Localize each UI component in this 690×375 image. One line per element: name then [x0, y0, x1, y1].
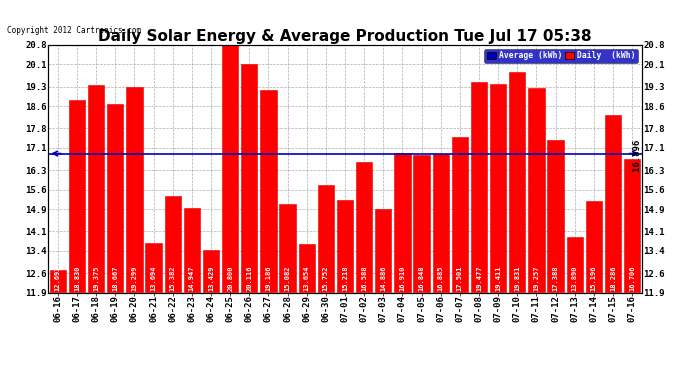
- Text: 12.693: 12.693: [55, 266, 61, 291]
- Bar: [433, 154, 449, 292]
- Bar: [107, 104, 124, 292]
- Text: 14.886: 14.886: [380, 266, 386, 291]
- Text: 19.477: 19.477: [476, 266, 482, 291]
- Bar: [547, 140, 564, 292]
- Text: 13.654: 13.654: [304, 266, 310, 291]
- Bar: [566, 237, 583, 292]
- Text: 17.501: 17.501: [457, 266, 463, 291]
- Text: 18.286: 18.286: [610, 266, 616, 291]
- Text: 16.910: 16.910: [400, 266, 406, 291]
- Text: 16.588: 16.588: [361, 266, 367, 291]
- Bar: [452, 137, 468, 292]
- Text: 16.896: 16.896: [633, 135, 642, 172]
- Bar: [146, 243, 161, 292]
- Text: 16.706: 16.706: [629, 266, 635, 291]
- Text: 16.885: 16.885: [437, 266, 444, 291]
- Text: 20.116: 20.116: [246, 266, 253, 291]
- Bar: [413, 155, 430, 292]
- Text: 15.382: 15.382: [170, 266, 176, 291]
- Text: 19.375: 19.375: [93, 266, 99, 291]
- Bar: [586, 201, 602, 292]
- Bar: [299, 244, 315, 292]
- Bar: [203, 250, 219, 292]
- Text: 19.186: 19.186: [266, 266, 271, 291]
- Text: 16.848: 16.848: [419, 266, 424, 291]
- Bar: [605, 115, 621, 292]
- Text: Copyright 2012 Cartronics.com: Copyright 2012 Cartronics.com: [7, 26, 141, 35]
- Text: 19.411: 19.411: [495, 266, 501, 291]
- Text: 17.388: 17.388: [553, 266, 559, 291]
- Text: 19.831: 19.831: [514, 266, 520, 291]
- Bar: [317, 185, 334, 292]
- Text: 15.218: 15.218: [342, 266, 348, 291]
- Text: 18.667: 18.667: [112, 266, 118, 291]
- Bar: [69, 100, 85, 292]
- Text: 15.196: 15.196: [591, 266, 597, 291]
- Bar: [184, 208, 200, 292]
- Legend: Average (kWh), Daily  (kWh): Average (kWh), Daily (kWh): [484, 49, 638, 63]
- Text: 15.752: 15.752: [323, 266, 329, 291]
- Bar: [165, 196, 181, 292]
- Bar: [356, 162, 373, 292]
- Bar: [624, 159, 640, 292]
- Text: 18.830: 18.830: [74, 266, 80, 291]
- Text: 15.082: 15.082: [284, 266, 290, 291]
- Text: 20.800: 20.800: [227, 266, 233, 291]
- Text: 13.890: 13.890: [572, 266, 578, 291]
- Bar: [126, 87, 143, 292]
- Bar: [490, 84, 506, 292]
- Bar: [337, 200, 353, 292]
- Bar: [260, 90, 277, 292]
- Bar: [471, 82, 487, 292]
- Text: 19.257: 19.257: [533, 266, 540, 291]
- Title: Daily Solar Energy & Average Production Tue Jul 17 05:38: Daily Solar Energy & Average Production …: [98, 29, 592, 44]
- Bar: [50, 270, 66, 292]
- Bar: [222, 45, 238, 292]
- Bar: [394, 153, 411, 292]
- Bar: [88, 85, 104, 292]
- Text: 19.299: 19.299: [131, 266, 137, 291]
- Bar: [279, 204, 296, 292]
- Bar: [375, 210, 391, 292]
- Bar: [509, 72, 525, 292]
- Text: 13.694: 13.694: [150, 266, 157, 291]
- Text: 14.947: 14.947: [189, 266, 195, 291]
- Bar: [241, 64, 257, 292]
- Bar: [529, 88, 544, 292]
- Text: 13.429: 13.429: [208, 266, 214, 291]
